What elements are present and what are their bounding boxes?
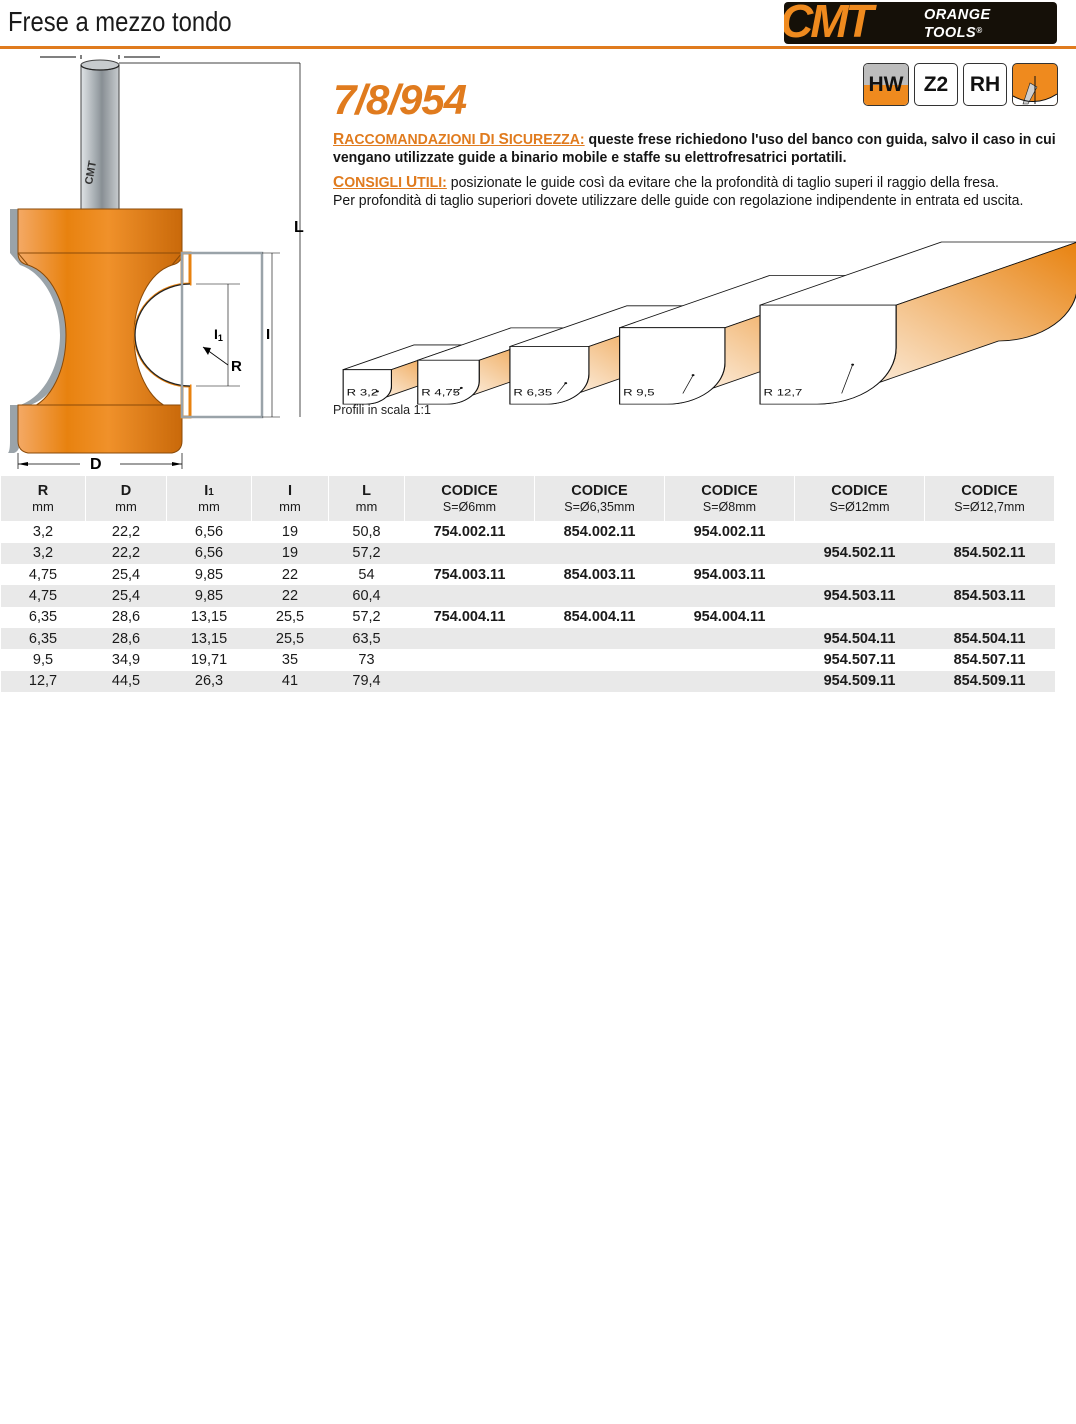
svg-text:R 12,7: R 12,7 <box>764 388 803 398</box>
svg-text:R 4,75: R 4,75 <box>421 388 460 398</box>
svg-text:R 6,35: R 6,35 <box>513 388 552 398</box>
svg-text:CMT: CMT <box>784 2 878 44</box>
svg-text:ORANGE: ORANGE <box>924 7 991 23</box>
svg-text:S: S <box>94 55 104 57</box>
svg-text:D: D <box>90 456 102 473</box>
svg-text:R 9,5: R 9,5 <box>623 388 654 398</box>
svg-text:I: I <box>266 326 270 343</box>
svg-text:TOOLS®: TOOLS® <box>924 25 983 41</box>
svg-text:R: R <box>231 358 242 375</box>
svg-text:L: L <box>294 219 304 236</box>
